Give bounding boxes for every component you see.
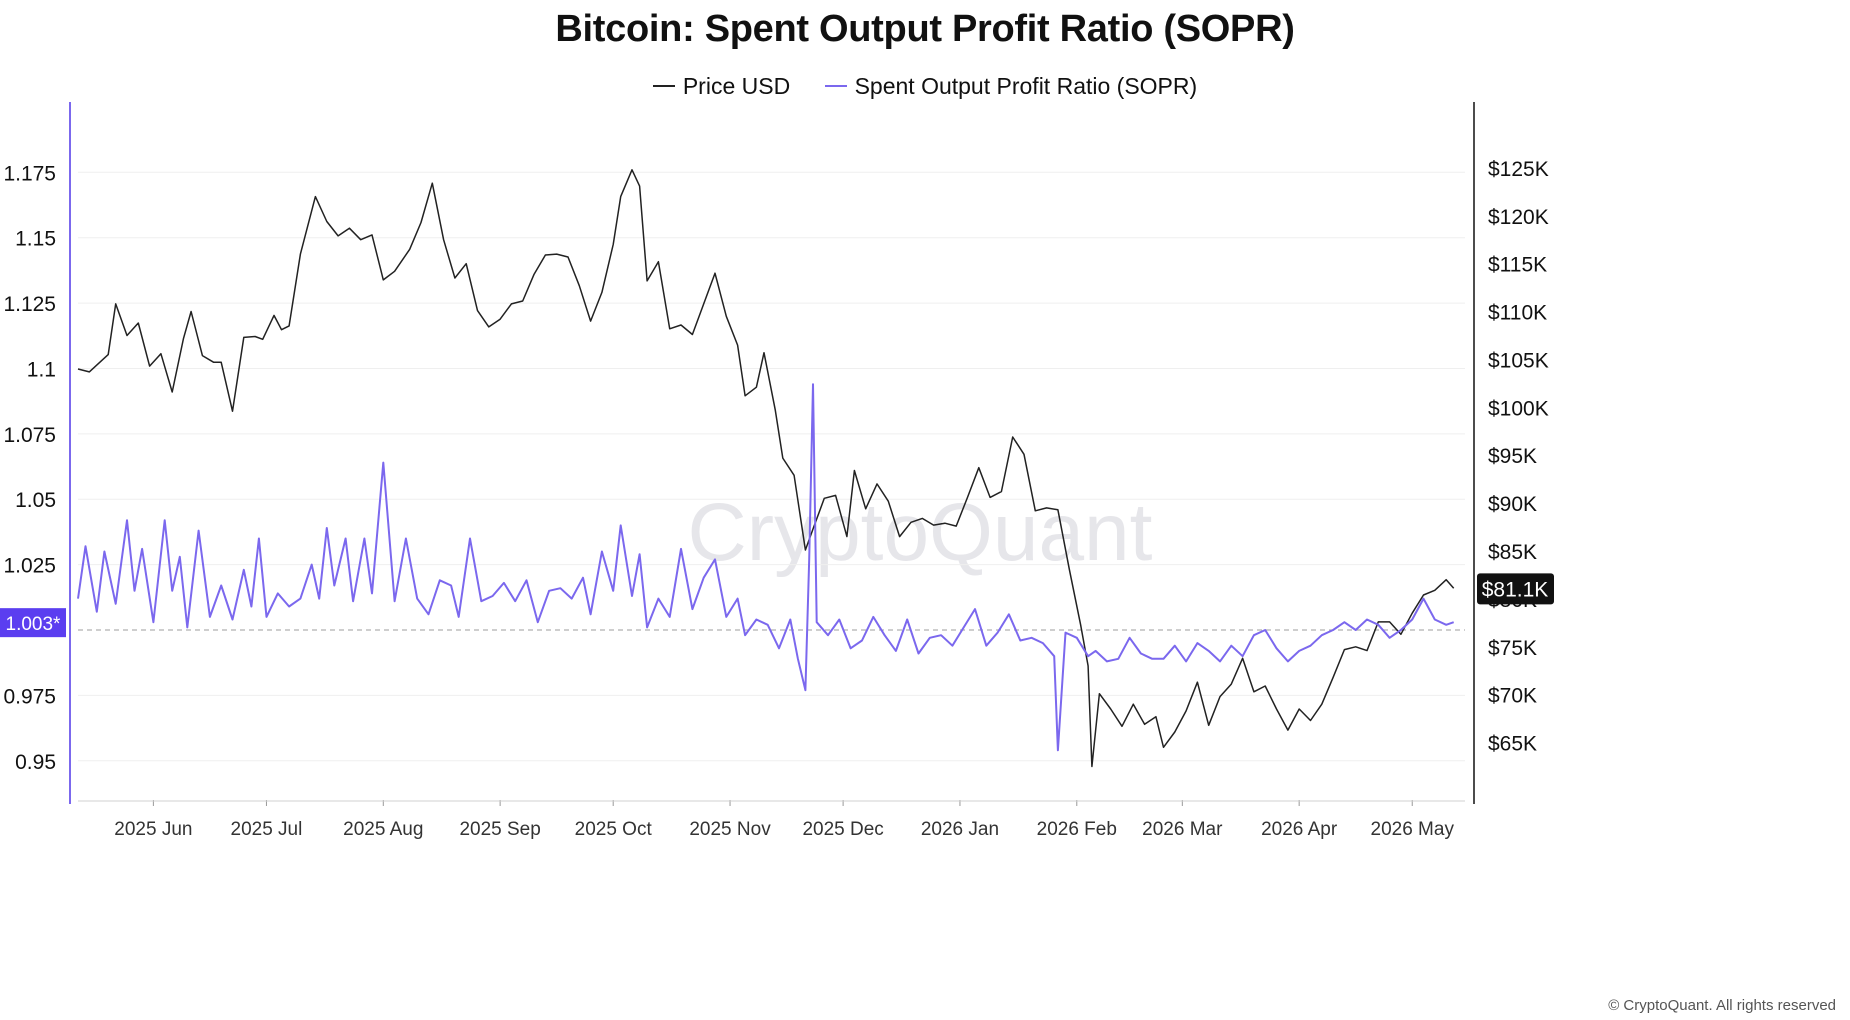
- legend-label-sopr: Spent Output Profit Ratio (SOPR): [854, 72, 1198, 99]
- y-right-tick-label: $85K: [1488, 541, 1537, 564]
- y-right-tick-label: $105K: [1488, 349, 1549, 372]
- sopr-current-label: 1.003*: [6, 614, 62, 635]
- legend-swatch-sopr: [824, 85, 847, 87]
- x-tick-label: 2026 Feb: [1037, 819, 1117, 840]
- x-tick-label: 2025 Oct: [575, 819, 653, 840]
- series-layer: [77, 169, 1455, 768]
- y-right-tick-label: $95K: [1488, 445, 1537, 468]
- x-tick-label: 2025 Jul: [231, 819, 303, 840]
- sopr-line[interactable]: [77, 383, 1455, 752]
- y-right-tick-label: $115K: [1488, 254, 1547, 277]
- y-right-tick-label: $65K: [1488, 733, 1537, 756]
- y-right-tick-label: $75K: [1488, 637, 1537, 660]
- x-tick-label: 2025 Aug: [343, 819, 423, 840]
- y-left-tick-label: 1.05: [15, 489, 56, 512]
- x-tick-label: 2025 Dec: [802, 819, 883, 840]
- y-right-tick-label: $110K: [1488, 302, 1547, 325]
- y-left-tick-label: 0.95: [15, 751, 56, 774]
- x-tick-label: 2026 Jan: [921, 819, 999, 840]
- y-left-tick-label: 1.15: [15, 228, 56, 251]
- y-left-tick-label: 1.125: [3, 293, 56, 316]
- legend-label-price: Price USD: [682, 72, 791, 99]
- y-left-tick-label: 1.075: [3, 424, 56, 447]
- y-left-tick-label: 1.1: [27, 358, 56, 381]
- x-tick-label: 2026 Mar: [1142, 819, 1223, 840]
- watermark: CryptoQuant: [688, 487, 1153, 578]
- price-usd-line[interactable]: [77, 169, 1455, 768]
- y-left-tick-label: 0.975: [3, 685, 56, 708]
- legend-item-price[interactable]: Price USD: [652, 72, 791, 100]
- x-tick-label: 2025 Sep: [459, 819, 540, 840]
- copyright-footer: © CryptoQuant. All rights reserved: [1608, 997, 1836, 1014]
- legend: Price USD Spent Output Profit Ratio (SOP…: [0, 66, 1850, 100]
- legend-item-sopr[interactable]: Spent Output Profit Ratio (SOPR): [824, 72, 1198, 100]
- x-tick-label: 2025 Nov: [689, 819, 771, 840]
- price-current-label: $81.1K: [1482, 578, 1549, 601]
- grid: [78, 171, 1465, 762]
- y-right-tick-label: $90K: [1488, 493, 1537, 516]
- y-right-tick-label: $125K: [1488, 158, 1549, 181]
- y-left-tick-label: 1.025: [3, 555, 56, 578]
- x-tick-label: 2026 Apr: [1261, 819, 1338, 840]
- chart-title: Bitcoin: Spent Output Profit Ratio (SOPR…: [555, 8, 1295, 50]
- x-tick-label: 2025 Jun: [114, 819, 192, 840]
- x-tick-label: 2026 May: [1371, 819, 1455, 840]
- y-left-tick-label: 1.175: [3, 162, 56, 185]
- y-right-tick-label: $100K: [1488, 397, 1549, 420]
- price-current-badge: [1477, 573, 1554, 605]
- legend-swatch-price: [652, 85, 675, 87]
- axes: [69, 102, 1475, 806]
- y-right-tick-label: $70K: [1488, 685, 1537, 708]
- sopr-current-badge: [0, 608, 66, 638]
- y-right-tick-label: $120K: [1488, 206, 1549, 229]
- labels-layer: 1.175 1.15 1.125 1.1 1.075 1.05 1.025 0.975 0.95…: [0, 158, 1554, 840]
